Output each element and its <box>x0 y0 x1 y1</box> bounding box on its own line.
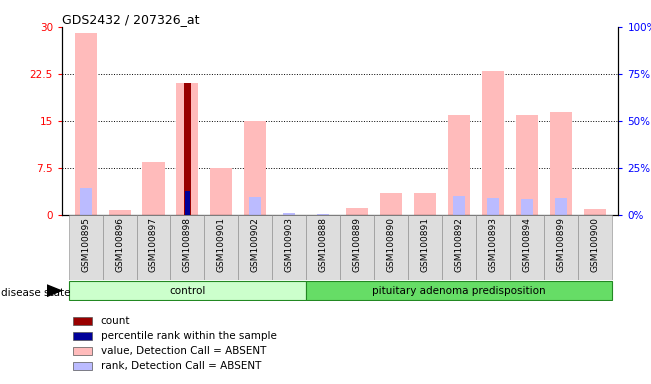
Text: GSM100889: GSM100889 <box>353 217 361 272</box>
Bar <box>544 215 577 280</box>
Bar <box>238 215 272 280</box>
Text: disease state: disease state <box>1 288 71 298</box>
Bar <box>442 215 476 280</box>
Text: GSM100899: GSM100899 <box>556 217 565 272</box>
Polygon shape <box>47 285 61 296</box>
Bar <box>487 198 499 215</box>
Text: GSM100898: GSM100898 <box>183 217 192 272</box>
Bar <box>516 115 538 215</box>
Bar <box>317 214 329 215</box>
Text: GSM100902: GSM100902 <box>251 217 260 272</box>
Text: percentile rank within the sample: percentile rank within the sample <box>101 331 277 341</box>
Bar <box>143 162 165 215</box>
Bar <box>577 215 612 280</box>
Bar <box>103 215 137 280</box>
Text: GSM100903: GSM100903 <box>284 217 294 272</box>
Bar <box>340 215 374 280</box>
Bar <box>584 209 605 215</box>
Text: GSM100896: GSM100896 <box>115 217 124 272</box>
Text: rank, Detection Call = ABSENT: rank, Detection Call = ABSENT <box>101 361 261 371</box>
Bar <box>68 281 306 300</box>
Text: GSM100901: GSM100901 <box>217 217 226 272</box>
Bar <box>510 215 544 280</box>
Text: count: count <box>101 316 130 326</box>
Text: GSM100900: GSM100900 <box>590 217 599 272</box>
Bar <box>210 168 232 215</box>
Bar <box>414 193 436 215</box>
Bar <box>73 362 92 370</box>
Bar <box>75 33 96 215</box>
Text: GDS2432 / 207326_at: GDS2432 / 207326_at <box>62 13 199 26</box>
Text: GSM100890: GSM100890 <box>387 217 396 272</box>
Text: GSM100897: GSM100897 <box>149 217 158 272</box>
Bar <box>204 215 238 280</box>
Bar <box>73 332 92 340</box>
Bar <box>283 213 296 215</box>
Bar <box>109 210 131 215</box>
Bar <box>453 196 465 215</box>
Text: pituitary adenoma predisposition: pituitary adenoma predisposition <box>372 286 546 296</box>
Bar <box>68 215 103 280</box>
Bar <box>244 121 266 215</box>
Text: GSM100895: GSM100895 <box>81 217 90 272</box>
Bar <box>408 215 442 280</box>
Bar <box>555 198 567 215</box>
Bar <box>249 197 261 215</box>
Bar <box>306 215 340 280</box>
Text: GSM100888: GSM100888 <box>319 217 327 272</box>
Bar <box>79 188 92 215</box>
Text: GSM100891: GSM100891 <box>421 217 430 272</box>
Text: GSM100892: GSM100892 <box>454 217 464 272</box>
Bar <box>374 215 408 280</box>
Bar <box>521 199 533 215</box>
Text: GSM100894: GSM100894 <box>522 217 531 272</box>
Bar <box>184 83 191 215</box>
Bar <box>549 112 572 215</box>
Bar <box>186 190 189 215</box>
Bar <box>476 215 510 280</box>
Bar <box>272 215 306 280</box>
Bar <box>171 215 204 280</box>
Text: value, Detection Call = ABSENT: value, Detection Call = ABSENT <box>101 346 266 356</box>
Bar <box>176 83 199 215</box>
Bar <box>380 193 402 215</box>
Text: GSM100893: GSM100893 <box>488 217 497 272</box>
Bar <box>306 281 612 300</box>
Bar <box>73 347 92 355</box>
Text: control: control <box>169 286 206 296</box>
Bar <box>448 115 470 215</box>
Bar <box>73 317 92 325</box>
Bar <box>346 207 368 215</box>
Bar <box>482 71 504 215</box>
Bar <box>137 215 171 280</box>
